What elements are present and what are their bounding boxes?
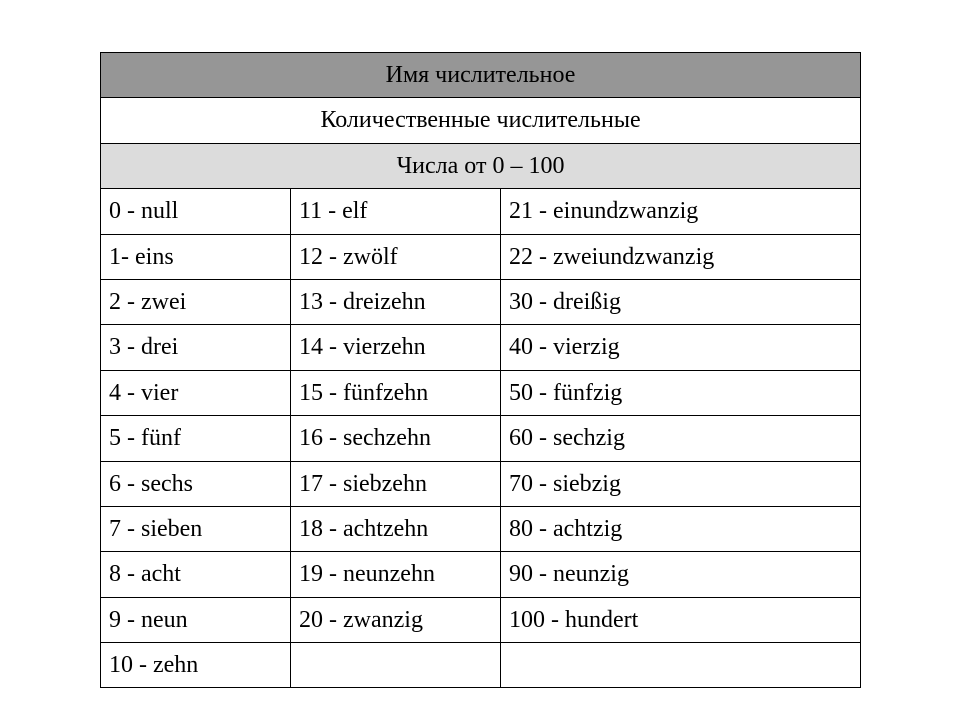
table-subtitle: Количественные числительные	[101, 98, 861, 143]
table-row: 3 - drei 14 - vierzehn 40 - vierzig	[101, 325, 861, 370]
table-cell: 6 - sechs	[101, 461, 291, 506]
table-row: 1- eins 12 - zwölf 22 - zweiundzwanzig	[101, 234, 861, 279]
table-cell: 16 - sechzehn	[291, 416, 501, 461]
table-row: 2 - zwei 13 - dreizehn 30 - dreißig	[101, 279, 861, 324]
table-cell: 30 - dreißig	[501, 279, 861, 324]
table-cell: 18 - achtzehn	[291, 506, 501, 551]
table-row: 9 - neun 20 - zwanzig 100 - hundert	[101, 597, 861, 642]
table-cell: 15 - fünfzehn	[291, 370, 501, 415]
table-cell: 13 - dreizehn	[291, 279, 501, 324]
table-cell: 21 - einundzwanzig	[501, 189, 861, 234]
table-cell: 12 - zwölf	[291, 234, 501, 279]
table-row: 5 - fünf 16 - sechzehn 60 - sechzig	[101, 416, 861, 461]
table-cell	[291, 643, 501, 688]
table-cell: 70 - siebzig	[501, 461, 861, 506]
table-cell	[501, 643, 861, 688]
table-cell: 14 - vierzehn	[291, 325, 501, 370]
table-cell: 20 - zwanzig	[291, 597, 501, 642]
table-row: 6 - sechs 17 - siebzehn 70 - siebzig	[101, 461, 861, 506]
table-cell: 90 - neunzig	[501, 552, 861, 597]
table-cell: 8 - acht	[101, 552, 291, 597]
table-cell: 2 - zwei	[101, 279, 291, 324]
table-header-row-3: Числа от 0 – 100	[101, 143, 861, 188]
table-cell: 100 - hundert	[501, 597, 861, 642]
table-cell: 0 - null	[101, 189, 291, 234]
table-cell: 11 - elf	[291, 189, 501, 234]
table-row: 4 - vier 15 - fünfzehn 50 - fünfzig	[101, 370, 861, 415]
table-cell: 80 - achtzig	[501, 506, 861, 551]
table-cell: 17 - siebzehn	[291, 461, 501, 506]
table-row: 10 - zehn	[101, 643, 861, 688]
table-cell: 4 - vier	[101, 370, 291, 415]
table-cell: 10 - zehn	[101, 643, 291, 688]
table-title: Имя числительное	[101, 53, 861, 98]
table-cell: 9 - neun	[101, 597, 291, 642]
table-cell: 5 - fünf	[101, 416, 291, 461]
table-cell: 3 - drei	[101, 325, 291, 370]
table-cell: 40 - vierzig	[501, 325, 861, 370]
table-row: 8 - acht 19 - neunzehn 90 - neunzig	[101, 552, 861, 597]
table-header-row-2: Количественные числительные	[101, 98, 861, 143]
table-cell: 50 - fünfzig	[501, 370, 861, 415]
table-range-label: Числа от 0 – 100	[101, 143, 861, 188]
numerals-table: Имя числительное Количественные числител…	[100, 52, 861, 688]
table-cell: 19 - neunzehn	[291, 552, 501, 597]
table-cell: 7 - sieben	[101, 506, 291, 551]
table-row: 0 - null 11 - elf 21 - einundzwanzig	[101, 189, 861, 234]
table-cell: 22 - zweiundzwanzig	[501, 234, 861, 279]
table-header-row-1: Имя числительное	[101, 53, 861, 98]
table-cell: 60 - sechzig	[501, 416, 861, 461]
table-cell: 1- eins	[101, 234, 291, 279]
table-row: 7 - sieben 18 - achtzehn 80 - achtzig	[101, 506, 861, 551]
